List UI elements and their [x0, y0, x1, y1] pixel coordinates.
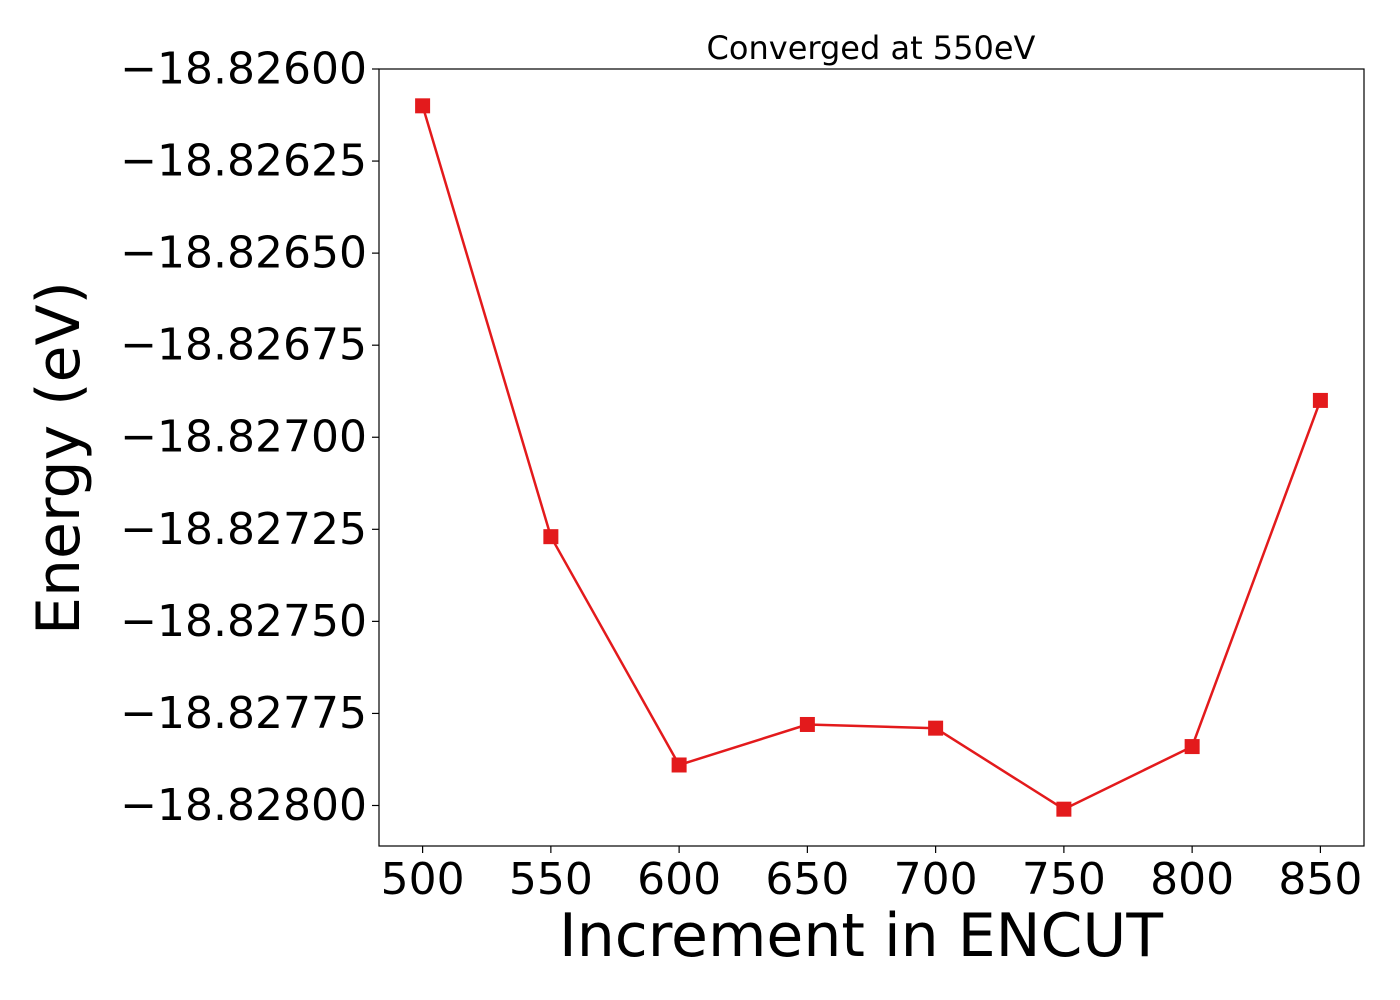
chart-title: Converged at 550eV: [707, 29, 1036, 67]
y-tick-label: −18.82650: [120, 228, 367, 279]
plot-layer: [415, 98, 1328, 817]
data-point-marker: [415, 98, 431, 114]
y-tick-label: −18.82775: [120, 688, 367, 739]
x-tick-label: 850: [1278, 854, 1362, 905]
y-axis-label: Energy (eV): [24, 281, 94, 635]
data-point-marker: [1184, 739, 1200, 755]
x-tick-label: 800: [1150, 854, 1234, 905]
x-tick-label: 600: [637, 854, 721, 905]
x-tick-label: 500: [381, 854, 465, 905]
x-tick-label: 650: [765, 854, 849, 905]
series-line: [421, 105, 1322, 811]
y-tick-label: −18.82750: [120, 596, 367, 647]
x-tick-label: 700: [894, 854, 978, 905]
x-tick-label: 550: [509, 854, 593, 905]
y-tick-label: −18.82800: [120, 780, 367, 831]
y-tick-label: −18.82725: [120, 504, 367, 555]
y-tick-label: −18.82675: [120, 320, 367, 371]
x-axis-label: Increment in ENCUT: [559, 901, 1163, 971]
x-tick-label: 750: [1022, 854, 1106, 905]
data-point-marker: [928, 720, 944, 736]
data-point-marker: [543, 529, 559, 545]
plot-frame: [378, 68, 1365, 847]
y-tick-label: −18.82600: [120, 44, 367, 95]
data-point-marker: [1056, 801, 1072, 817]
data-point-marker: [671, 757, 687, 773]
data-point-marker: [799, 716, 815, 732]
y-tick-label: −18.82700: [120, 412, 367, 463]
y-tick-label: −18.82625: [120, 136, 367, 187]
data-point-marker: [1312, 392, 1328, 408]
axes-layer: −18.82600 −18.82625 −18.82650 −18.82675 −18.…: [120, 44, 1365, 905]
